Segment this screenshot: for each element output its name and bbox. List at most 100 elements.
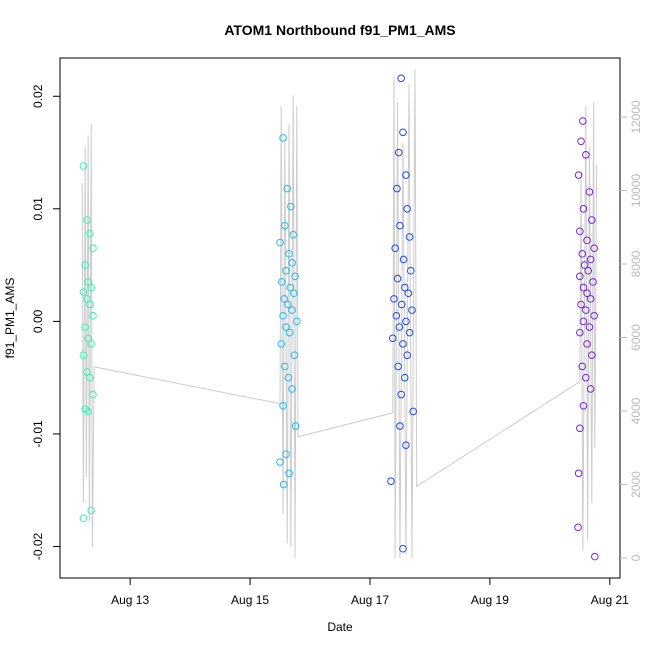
x-axis-label: Date <box>327 620 353 634</box>
x-tick-label: Aug 13 <box>111 593 149 607</box>
y2-tick-label: 6000 <box>629 324 643 351</box>
point <box>405 328 414 337</box>
point <box>399 544 407 553</box>
point <box>79 514 88 523</box>
y2-tick-label: 0 <box>629 554 643 561</box>
point <box>279 134 287 142</box>
point <box>590 311 599 320</box>
point <box>278 278 286 286</box>
point <box>583 340 591 348</box>
point <box>285 328 294 337</box>
point <box>579 317 588 326</box>
point <box>582 373 590 382</box>
point <box>86 373 94 382</box>
point <box>390 295 398 303</box>
point <box>586 385 595 393</box>
point <box>408 306 416 314</box>
point <box>402 441 410 449</box>
point <box>409 407 417 416</box>
point <box>291 272 299 281</box>
x-tick-label: Aug 17 <box>351 593 389 607</box>
point <box>87 340 95 348</box>
point <box>79 351 88 359</box>
point <box>391 244 399 253</box>
point <box>79 288 88 296</box>
point <box>582 150 590 159</box>
point <box>276 238 284 247</box>
x-tick-label: Aug 15 <box>231 593 269 607</box>
point <box>285 469 293 478</box>
y-tick-label: 0.00 <box>31 309 45 333</box>
point <box>579 205 588 213</box>
y-tick-label: -0.01 <box>31 420 45 448</box>
point <box>404 289 413 298</box>
point <box>578 362 587 371</box>
point <box>285 250 293 258</box>
point <box>282 266 290 275</box>
point <box>86 300 94 309</box>
point <box>578 250 587 258</box>
point <box>580 261 589 269</box>
point <box>290 289 298 298</box>
point <box>583 289 591 298</box>
point <box>283 184 292 193</box>
point <box>279 401 287 410</box>
point <box>574 523 582 532</box>
point <box>589 278 597 286</box>
point <box>84 407 92 416</box>
point <box>397 300 406 309</box>
point <box>396 422 404 430</box>
point <box>394 148 403 157</box>
point <box>284 373 293 382</box>
point <box>406 266 415 275</box>
x-tick-label: Aug 19 <box>471 593 509 607</box>
y2-tick-label: 2000 <box>629 471 643 498</box>
point <box>89 390 97 399</box>
point <box>585 323 594 331</box>
point <box>400 283 409 292</box>
point <box>281 362 289 371</box>
point <box>291 422 300 430</box>
point <box>577 300 585 309</box>
point <box>397 390 405 399</box>
point <box>290 351 299 359</box>
point <box>579 117 587 125</box>
point <box>400 373 409 382</box>
point <box>590 244 599 253</box>
point <box>288 385 296 393</box>
point <box>574 469 583 478</box>
point <box>402 171 410 179</box>
y2-tick-label: 8000 <box>629 250 643 277</box>
point <box>405 233 414 241</box>
y2-tick-label: 10000 <box>629 173 643 207</box>
point <box>576 328 584 337</box>
point <box>396 221 404 230</box>
point <box>576 424 584 433</box>
point <box>279 480 288 489</box>
point <box>403 351 411 359</box>
y-axis-label: f91_PM1_AMS <box>3 278 17 359</box>
point <box>293 317 301 326</box>
point <box>588 216 596 224</box>
point <box>288 259 296 267</box>
point <box>276 458 284 466</box>
point <box>81 261 89 269</box>
point <box>393 184 401 193</box>
point <box>582 306 590 314</box>
point <box>402 317 410 326</box>
point <box>579 283 588 292</box>
plot-frame <box>59 57 621 579</box>
point <box>87 283 95 292</box>
point <box>89 311 97 320</box>
point <box>289 230 298 239</box>
point <box>287 202 295 211</box>
chart-title: ATOM1 Northbound f91_PM1_AMS <box>224 22 455 38</box>
point <box>586 295 595 303</box>
y-tick-label: 0.02 <box>31 84 45 108</box>
point <box>395 323 404 331</box>
x-tick-label: Aug 21 <box>591 593 629 607</box>
point <box>387 477 395 486</box>
point <box>284 300 292 309</box>
